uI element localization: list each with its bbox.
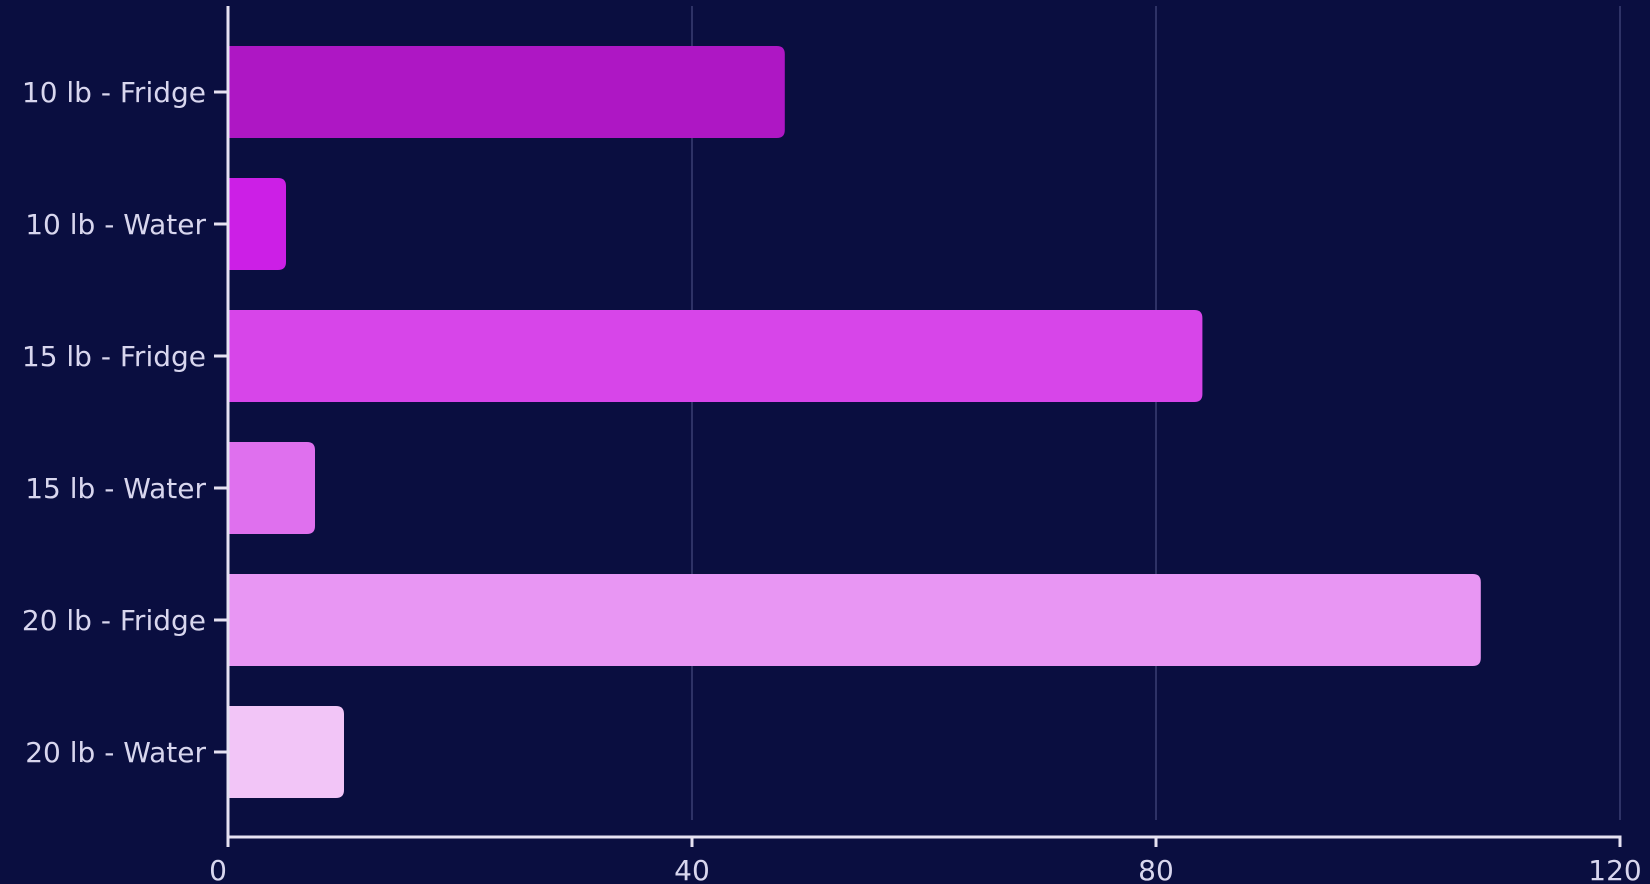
bars <box>228 46 1481 798</box>
bar-15-lb-fridge <box>228 310 1203 402</box>
x-tick-label-120: 120 <box>1588 854 1641 884</box>
bar-20-lb-water <box>228 706 344 798</box>
y-tick-label-20-lb-water: 20 lb - Water <box>25 736 206 769</box>
y-tick-label-15-lb-water: 15 lb - Water <box>25 472 206 505</box>
bar-10-lb-water <box>228 178 286 270</box>
y-tick-label-20-lb-fridge: 20 lb - Fridge <box>22 604 206 637</box>
axes <box>214 6 1622 847</box>
y-tick-label-15-lb-fridge: 15 lb - Fridge <box>22 340 206 373</box>
bar-10-lb-fridge <box>228 46 785 138</box>
bar-20-lb-fridge <box>228 574 1481 666</box>
x-tick-label-40: 40 <box>674 854 710 884</box>
y-tick-label-10-lb-water: 10 lb - Water <box>25 208 206 241</box>
x-tick-label-0: 0 <box>209 854 227 884</box>
tick-labels: 0 40 80 120 10 lb - Fridge 10 lb - Water 15 lb… <box>22 76 1642 884</box>
bar-15-lb-water <box>228 442 315 534</box>
y-tick-label-10-lb-fridge: 10 lb - Fridge <box>22 76 206 109</box>
x-tick-label-80: 80 <box>1138 854 1174 884</box>
grid-lines <box>691 6 1621 820</box>
